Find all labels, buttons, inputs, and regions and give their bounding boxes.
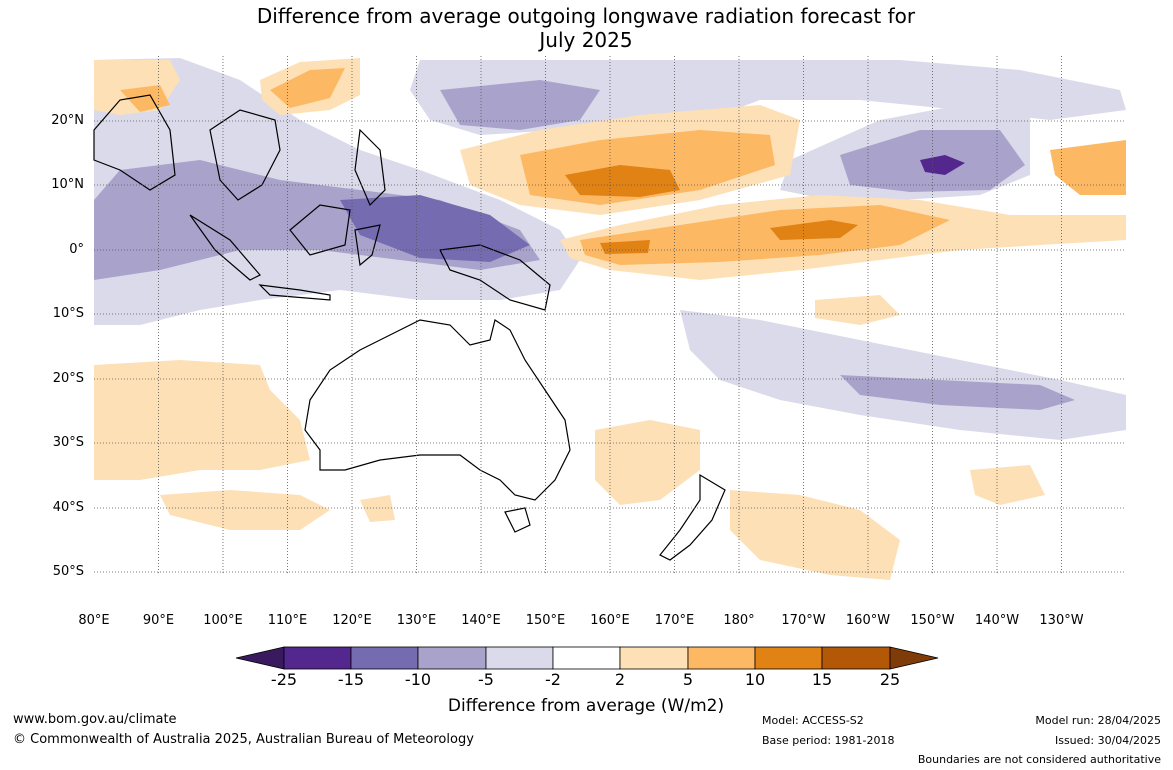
- colorbar-tick-label: -15: [337, 670, 365, 689]
- lon-label: 150°W: [910, 613, 955, 628]
- footer-copyright: © Commonwealth of Australia 2025, Austra…: [13, 732, 474, 747]
- colorbar-tick-label: 10: [744, 670, 766, 689]
- region-south-pacific-1: [730, 490, 900, 580]
- footer-issued: Issued: 30/04/2025: [1054, 734, 1161, 747]
- lon-label: 160°W: [845, 613, 891, 628]
- colorbar-tick-label: 2: [614, 670, 626, 689]
- map-panel: [93, 56, 1126, 580]
- lon-label: 130°E: [396, 613, 437, 628]
- colorbar-bin-6: [619, 646, 689, 670]
- colorbar-title: Difference from average (W/m2): [447, 696, 725, 716]
- region-equatorial-pacific: [580, 205, 950, 265]
- colorbar-tick-label: -25: [270, 670, 298, 689]
- colorbar-bin-1: [283, 646, 352, 670]
- colorbar-bin-5: [552, 646, 621, 670]
- title-line-1: Difference from average outgoing longwav…: [256, 4, 916, 28]
- lon-label: 170°E: [654, 613, 695, 628]
- lat-label: 10°N: [51, 177, 84, 192]
- lon-label: 110°E: [267, 613, 308, 628]
- lat-label: 0°: [69, 242, 84, 257]
- colorbar-bin-9: [821, 646, 891, 670]
- title-line-2: July 2025: [539, 28, 633, 52]
- sumatra-coastline: [189, 214, 261, 281]
- region-south-pacific-3: [815, 295, 900, 325]
- indochina-coastline: [209, 109, 281, 201]
- colorbar-tick-label: -2: [545, 670, 561, 689]
- region-south-asia-mid: [120, 85, 170, 112]
- colorbar: [235, 646, 939, 670]
- lat-label: 30°S: [52, 435, 84, 450]
- graticule: [94, 56, 1126, 574]
- lat-label: 40°S: [52, 500, 84, 515]
- region-equatorial-core-west: [600, 240, 650, 254]
- lon-label: 90°E: [142, 613, 175, 628]
- borneo-coastline: [289, 204, 351, 256]
- colorbar-extend-low: [235, 646, 285, 670]
- lon-label: 100°E: [203, 613, 243, 628]
- colorbar-extend-high: [889, 646, 939, 670]
- region-new-guinea-core: [340, 195, 530, 262]
- colorbar-tick-label: -10: [404, 670, 432, 689]
- australia-coastline: [304, 319, 571, 501]
- lon-label: 130°W: [1039, 613, 1084, 628]
- footer-model: Model: ACCESS-S2: [762, 714, 864, 727]
- colorbar-bin-2: [350, 646, 419, 670]
- lon-label: 180°: [723, 613, 755, 628]
- colorbar-bin-8: [754, 646, 823, 670]
- tasmania-coastline: [504, 507, 531, 533]
- region-south-china-mid: [270, 68, 345, 108]
- region-western-pacific-north-core: [565, 165, 680, 197]
- lon-label: 80°E: [78, 613, 110, 628]
- philippines-coastline: [354, 128, 386, 207]
- colorbar-bin-3: [417, 646, 487, 670]
- colorbar-tick-label: 15: [811, 670, 833, 689]
- lat-label: 10°S: [52, 306, 84, 321]
- colorbar-tick-label: 5: [682, 670, 694, 689]
- lon-label: 170°W: [781, 613, 826, 628]
- region-equatorial-core-east: [770, 220, 858, 240]
- lon-label: 160°E: [590, 613, 630, 628]
- colorbar-tick-label: 25: [879, 670, 901, 689]
- footer-model-run: Model run: 28/04/2025: [1035, 714, 1161, 727]
- colorbar-bin-4: [485, 646, 554, 670]
- lat-label: 50°S: [52, 564, 84, 579]
- lon-label: 120°E: [332, 613, 372, 628]
- map-title: Difference from average outgoing longwav…: [0, 4, 1173, 52]
- lon-label: 150°E: [525, 613, 566, 628]
- region-east-pacific-north: [1050, 140, 1126, 195]
- colorbar-tick-label: -5: [478, 670, 494, 689]
- lon-label: 140°W: [974, 613, 1020, 628]
- region-south-australia-coast: [360, 495, 395, 522]
- region-south-pacific-2: [970, 465, 1045, 505]
- region-spcz-mid: [840, 375, 1075, 410]
- java-coastline: [258, 284, 331, 301]
- lon-label: 140°E: [461, 613, 501, 628]
- region-south-indian-ocean: [94, 360, 310, 480]
- lat-label: 20°S: [52, 371, 84, 386]
- region-tasman-sea: [595, 420, 700, 505]
- region-north-pacific-band: [620, 60, 1126, 120]
- region-central-pacific-core: [920, 155, 965, 175]
- region-north-pacific-west-mid: [440, 80, 600, 130]
- footer-url[interactable]: www.bom.gov.au/climate: [13, 712, 177, 727]
- lat-label: 20°N: [51, 113, 84, 128]
- colorbar-bin-7: [687, 646, 756, 670]
- footer-disclaimer: Boundaries are not considered authoritat…: [917, 753, 1161, 766]
- footer-base-period: Base period: 1981-2018: [762, 734, 895, 747]
- sulawesi-coastline: [354, 224, 381, 267]
- new-zealand-coastline: [659, 473, 726, 561]
- south-asia-coastline: [93, 94, 176, 191]
